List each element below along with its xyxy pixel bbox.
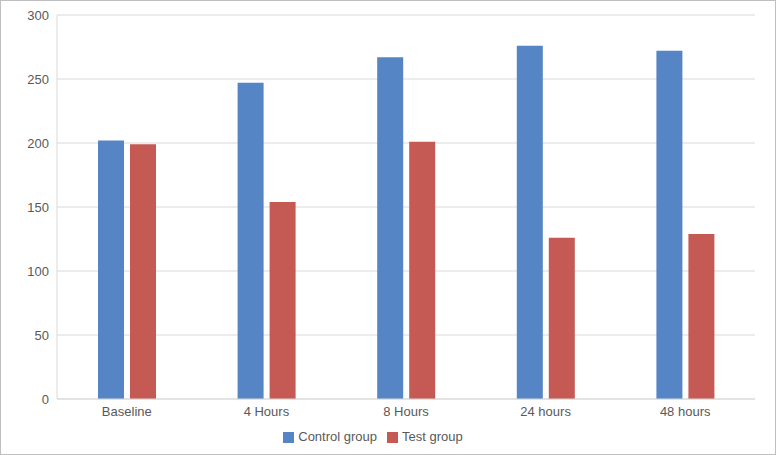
svg-text:50: 50 xyxy=(35,328,49,343)
svg-text:48 hours: 48 hours xyxy=(660,404,711,419)
svg-text:24 hours: 24 hours xyxy=(520,404,571,419)
svg-text:4 Hours: 4 Hours xyxy=(244,404,290,419)
svg-text:250: 250 xyxy=(27,72,49,87)
svg-text:8 Hours: 8 Hours xyxy=(383,404,429,419)
svg-text:150: 150 xyxy=(27,200,49,215)
svg-text:200: 200 xyxy=(27,136,49,151)
html-text:Control group: Control group xyxy=(298,429,377,444)
svg-text:Baseline: Baseline xyxy=(102,404,152,419)
html-text:Test group: Test group xyxy=(402,429,463,444)
svg-text:100: 100 xyxy=(27,264,49,279)
svg-text:300: 300 xyxy=(27,8,49,23)
svg-text:0: 0 xyxy=(42,392,49,407)
